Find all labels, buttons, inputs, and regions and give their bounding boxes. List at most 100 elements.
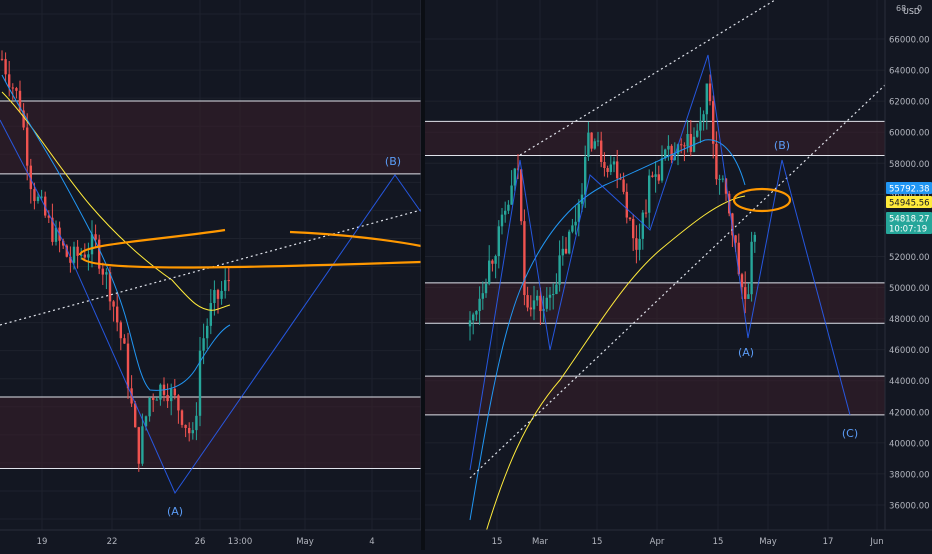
price-tick-label: 60000.00 <box>889 129 930 139</box>
candle-body <box>545 297 548 309</box>
candle-body <box>536 295 539 301</box>
candle-body <box>638 238 641 250</box>
candle-body <box>177 395 180 411</box>
time-tick-label: 13:00 <box>228 537 253 547</box>
candle-body <box>721 178 724 180</box>
candle-body <box>609 164 612 172</box>
candle-body <box>574 221 577 226</box>
candle-body <box>564 248 568 254</box>
orange-annotation-ellipse <box>81 257 422 269</box>
candle-body <box>141 426 144 464</box>
panel-divider[interactable] <box>421 0 425 550</box>
candle-body <box>22 110 25 128</box>
candle-body <box>635 238 638 250</box>
time-axis-background <box>425 530 932 550</box>
moving-average-blue <box>469 139 746 521</box>
moving-average-blue <box>1 74 231 391</box>
time-tick-label: May <box>296 537 314 547</box>
price-tick-label: 50000.00 <box>889 284 930 294</box>
candle-body <box>734 235 737 243</box>
price-tick-label: 38000.00 <box>889 470 930 480</box>
partial-top-tick: 68 <box>896 4 906 13</box>
candle-body <box>36 196 40 202</box>
candle-body <box>737 242 740 275</box>
candle-body <box>69 256 72 263</box>
candle-body <box>523 221 526 296</box>
candle-body <box>116 306 119 323</box>
candle-body <box>622 179 625 192</box>
candle-body <box>648 175 651 213</box>
candle-body <box>101 268 104 275</box>
candle-body <box>724 178 728 194</box>
price-label-tag <box>886 182 932 194</box>
elliott-wave-path <box>469 54 851 471</box>
candle-body <box>11 87 14 89</box>
candle-body <box>657 174 660 181</box>
candle-body <box>740 274 744 288</box>
candle-body <box>206 325 209 339</box>
candle-body <box>227 280 230 282</box>
time-tick-label: 15 <box>592 537 603 547</box>
candle-body <box>198 350 202 416</box>
candle-body <box>568 231 571 254</box>
candle-body <box>112 301 115 307</box>
candle-body <box>134 403 137 428</box>
left-chart-panel[interactable]: (B)(A)46000.0047000.0048000.0049000.0050… <box>0 0 470 550</box>
candle-body <box>670 145 673 160</box>
candle-body <box>616 161 619 179</box>
candle-body <box>166 394 169 402</box>
candle-body <box>76 246 79 256</box>
orange-annotation-ellipse-top <box>289 230 422 248</box>
candle-body <box>472 314 475 321</box>
candle-body <box>72 246 76 263</box>
candle-body <box>532 300 536 310</box>
candle-body <box>555 284 558 295</box>
candle-body <box>504 210 507 215</box>
time-tick-label: 22 <box>107 537 118 547</box>
candle-body <box>561 248 564 256</box>
candle-body <box>15 88 18 91</box>
candle-body <box>209 303 212 326</box>
candle-body <box>108 272 112 302</box>
candle-body <box>213 290 216 304</box>
moving-average-yellow <box>484 195 746 536</box>
candle-body <box>80 254 83 256</box>
candle-body <box>191 430 194 434</box>
candle-body <box>478 298 481 312</box>
candle-body <box>155 399 158 401</box>
wave-label-a: (A) <box>738 346 754 359</box>
candle-body <box>753 234 756 242</box>
time-tick-label: 17 <box>823 537 834 547</box>
elliott-wave-path <box>0 119 422 495</box>
right-chart-panel[interactable]: (B) (A) (C) 36000.00 38000.00 40000.00 42000.0… <box>425 0 932 550</box>
price-label-value: 54945.56 <box>889 199 930 209</box>
candle-body <box>494 256 497 264</box>
candle-body <box>660 158 664 181</box>
candle-body <box>667 145 670 150</box>
candle-body <box>683 145 686 147</box>
candle-body <box>641 212 644 239</box>
candle-body <box>123 338 126 344</box>
candle-body <box>625 191 628 218</box>
price-tick-label: 56000.00 <box>889 191 930 201</box>
candle-body <box>484 283 488 294</box>
price-tick-label: 44000.00 <box>889 377 930 387</box>
time-tick-label: 4 <box>369 537 374 547</box>
candle-body <box>152 397 155 400</box>
candle-body <box>628 217 632 220</box>
time-tick-label: Jun <box>869 537 883 547</box>
price-tick-label: 36000.00 <box>889 502 930 512</box>
candle-body <box>702 114 705 121</box>
candle-body <box>40 196 43 198</box>
time-tick-label: 15 <box>492 537 503 547</box>
candle-body <box>33 189 36 202</box>
time-tick-label: 15 <box>713 537 724 547</box>
time-tick-label: May <box>759 537 777 547</box>
supply-demand-zone <box>425 282 885 324</box>
candle-body <box>126 343 130 389</box>
chart-plot-background <box>425 0 885 530</box>
candle-body <box>4 59 7 75</box>
candle-body <box>195 415 198 431</box>
candle-body <box>65 245 68 257</box>
